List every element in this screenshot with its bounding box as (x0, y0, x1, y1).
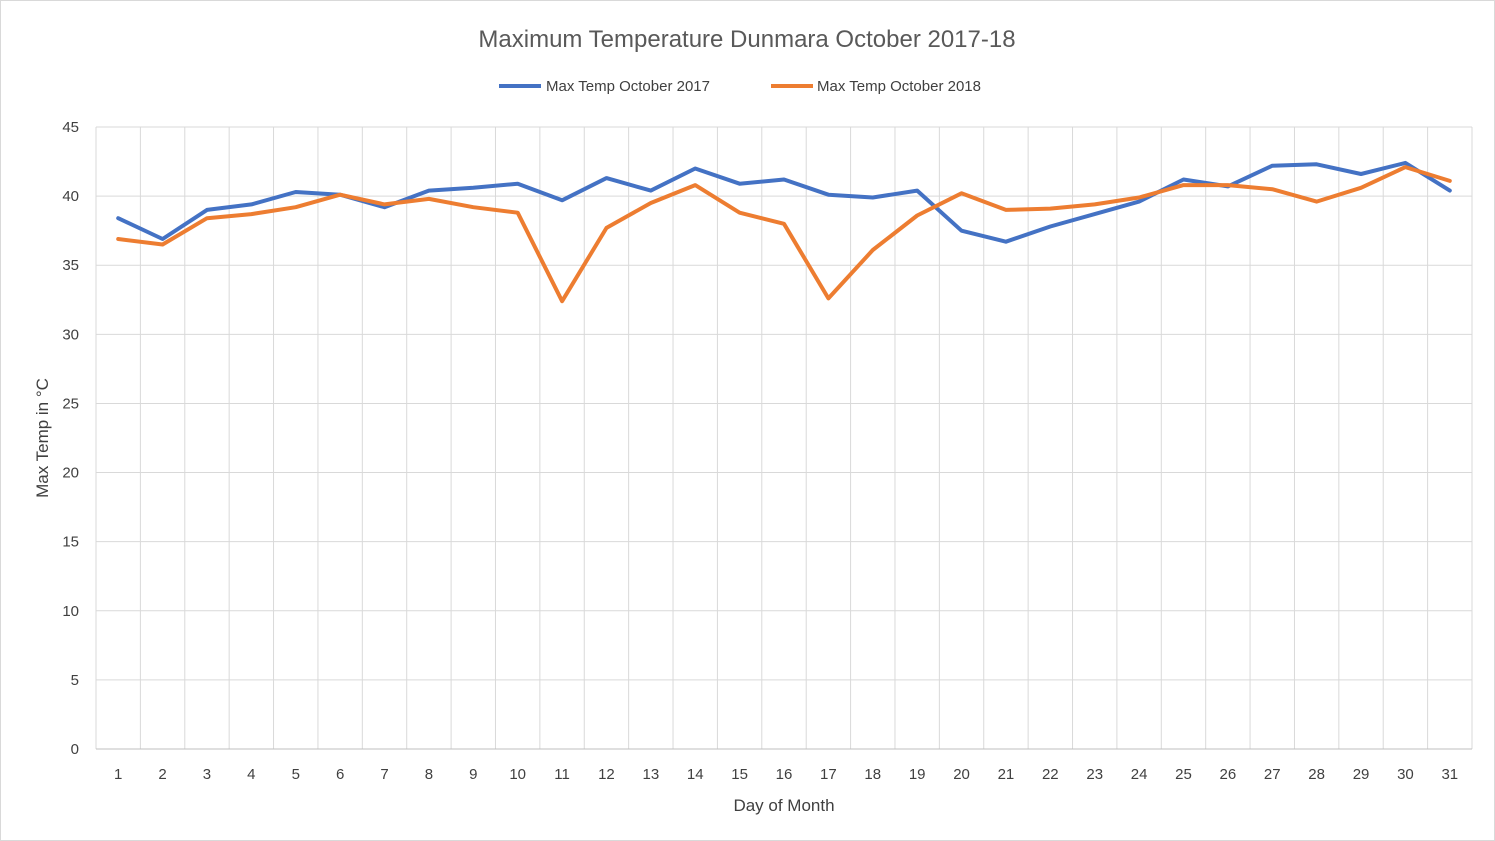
series-lines (116, 160, 1452, 304)
x-tick-label: 8 (425, 766, 433, 783)
x-tick-label: 16 (776, 766, 793, 783)
y-tick-label: 10 (62, 603, 79, 620)
x-tick-label: 5 (292, 766, 300, 783)
y-tick-label: 45 (62, 119, 79, 136)
x-tick-label: 9 (469, 766, 477, 783)
y-tick-label: 30 (62, 326, 79, 343)
y-tick-label: 35 (62, 257, 79, 274)
y-tick-label: 5 (71, 672, 79, 689)
legend: Max Temp October 2017 Max Temp October 2… (499, 78, 981, 95)
x-tick-label: 7 (380, 766, 388, 783)
x-tick-label: 27 (1264, 766, 1281, 783)
legend-label-2017: Max Temp October 2017 (546, 78, 710, 95)
x-tick-label: 10 (509, 766, 526, 783)
x-tick-label: 4 (247, 766, 255, 783)
x-tick-label: 3 (203, 766, 211, 783)
x-tick-label: 22 (1042, 766, 1059, 783)
y-tick-label: 40 (62, 188, 79, 205)
x-tick-label: 23 (1086, 766, 1103, 783)
x-tick-label: 1 (114, 766, 122, 783)
y-tick-label: 0 (71, 741, 79, 758)
x-tick-label: 19 (909, 766, 926, 783)
x-tick-label: 24 (1131, 766, 1148, 783)
horizontal-gridlines (96, 126, 1472, 750)
x-tick-label: 30 (1397, 766, 1414, 783)
y-tick-label: 25 (62, 395, 79, 412)
x-tick-label: 25 (1175, 766, 1192, 783)
x-tick-label: 6 (336, 766, 344, 783)
x-tick-label: 29 (1353, 766, 1370, 783)
x-tick-label: 15 (731, 766, 748, 783)
y-tick-label: 15 (62, 534, 79, 551)
y-axis-label: Max Temp in °C (33, 378, 52, 498)
x-tick-label: 31 (1441, 766, 1458, 783)
x-tick-label: 12 (598, 766, 615, 783)
x-tick-label: 21 (998, 766, 1015, 783)
x-tick-label: 13 (642, 766, 659, 783)
x-tick-label: 26 (1220, 766, 1237, 783)
chart-title: Maximum Temperature Dunmara October 2017… (478, 26, 1015, 53)
x-tick-label: 17 (820, 766, 837, 783)
x-tick-label: 14 (687, 766, 704, 783)
x-tick-label: 11 (554, 766, 570, 783)
x-tick-label: 28 (1308, 766, 1325, 783)
series-line-2018 (116, 165, 1452, 304)
y-axis-ticks: 0 5 10 15 20 25 30 35 40 45 (62, 119, 79, 758)
x-axis-label: Day of Month (733, 796, 834, 815)
x-tick-label: 2 (158, 766, 166, 783)
vertical-gridlines (95, 127, 1473, 749)
x-tick-label: 20 (953, 766, 970, 783)
x-tick-label: 18 (864, 766, 881, 783)
legend-label-2018: Max Temp October 2018 (817, 78, 981, 95)
x-axis-ticks: 1 2 3 4 5 6 7 8 9 10 11 12 13 14 15 16 17 18 19 20 21 22 23 24 2… (114, 766, 1458, 783)
y-tick-label: 20 (62, 465, 79, 482)
